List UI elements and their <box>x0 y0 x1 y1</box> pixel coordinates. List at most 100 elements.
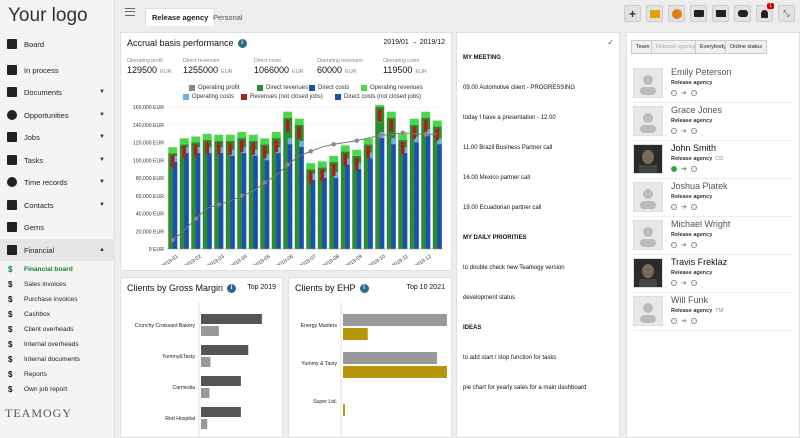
avatar[interactable] <box>633 220 663 250</box>
bar-gross-margin-secondary[interactable] <box>201 419 208 429</box>
info-icon[interactable]: i <box>237 39 247 49</box>
bar-operating-cost[interactable] <box>218 147 224 154</box>
bar-operating-cost[interactable] <box>402 147 408 154</box>
profit-point[interactable] <box>262 180 267 185</box>
bar-operating-revenue[interactable] <box>260 138 270 145</box>
bar-operating-revenue[interactable] <box>214 134 224 141</box>
bar-ehp[interactable] <box>343 314 447 326</box>
sidebar-item-tasks[interactable]: Tasks ▼ <box>0 149 115 171</box>
bar-operating-cost[interactable] <box>172 156 178 163</box>
gross-margin-period[interactable]: Top 2019 <box>247 284 276 291</box>
bar-direct-cost[interactable] <box>391 144 396 249</box>
note-line[interactable]: pie chart for yearly sales for a main da… <box>463 385 587 391</box>
bar-ehp-secondary[interactable] <box>343 366 447 378</box>
legend-item[interactable]: Operating profit <box>189 85 239 91</box>
bar-direct-cost[interactable] <box>218 153 224 249</box>
bar-direct-cost[interactable] <box>333 178 339 249</box>
bar-operating-cost[interactable] <box>230 149 235 156</box>
bar-direct-cost[interactable] <box>241 153 247 249</box>
bar-not-closed[interactable] <box>343 153 348 166</box>
subnav-item-internal-overheads[interactable]: $ Internal overheads <box>0 337 115 352</box>
bar-not-closed[interactable] <box>400 141 405 154</box>
accrual-range[interactable]: 2019/01 → 2019/12 <box>383 39 446 46</box>
bar-not-closed[interactable] <box>251 142 256 155</box>
subnav-item-reports[interactable]: $ Reports <box>0 367 115 382</box>
legend-item[interactable]: Operating revenues <box>361 85 423 91</box>
bar-operating-revenue[interactable] <box>329 156 339 163</box>
bar-direct-cost[interactable] <box>299 146 304 249</box>
info-icon[interactable]: i <box>359 284 369 294</box>
bar-not-closed[interactable] <box>354 157 359 170</box>
sidebar-item-opportunities[interactable]: Opportunities ▼ <box>0 104 115 126</box>
note-line[interactable]: MY DAILY PRIORITIES <box>463 235 527 241</box>
notes-button[interactable] <box>646 5 663 22</box>
video-button[interactable] <box>712 5 729 22</box>
bar-operating-revenue[interactable] <box>352 149 362 156</box>
member-name[interactable]: Joshua Piatek <box>671 181 728 191</box>
subnav-item-own-job-report[interactable]: $ Own job report <box>0 382 115 397</box>
bar-operating-cost[interactable] <box>264 154 270 161</box>
note-line[interactable]: to double check new Teamogy version <box>463 265 565 271</box>
bar-not-closed[interactable] <box>331 164 336 177</box>
notifications-button[interactable]: 1 <box>756 3 774 22</box>
avatar[interactable] <box>633 296 663 326</box>
avatar[interactable] <box>633 144 663 174</box>
subnav-item-sales-invoices[interactable]: $ Sales invoices <box>0 277 115 292</box>
bar-not-closed[interactable] <box>205 141 210 154</box>
note-line[interactable]: development status <box>463 295 516 301</box>
bar-operating-revenue[interactable] <box>225 134 235 141</box>
bar-operating-cost[interactable] <box>276 147 281 154</box>
bar-direct-cost[interactable] <box>368 158 373 249</box>
avatar[interactable] <box>633 182 663 212</box>
member-name[interactable]: Travis Freklaz <box>671 257 728 267</box>
note-line[interactable]: MY MEETING <box>463 55 501 61</box>
member-name[interactable]: John Smith <box>671 143 717 153</box>
team-tab[interactable]: Online status <box>725 40 768 54</box>
avatar[interactable] <box>633 68 663 98</box>
bar-direct-cost[interactable] <box>184 153 189 249</box>
avatar[interactable] <box>633 258 663 288</box>
bar-gross-margin-secondary[interactable] <box>201 326 219 336</box>
bar-direct-cost[interactable] <box>356 169 362 249</box>
add-button[interactable]: + <box>624 5 641 22</box>
profit-point[interactable] <box>377 133 382 138</box>
menu-icon[interactable] <box>125 8 135 16</box>
bar-operating-revenue[interactable] <box>317 161 327 168</box>
sidebar-item-contacts[interactable]: Contacts ▼ <box>0 194 115 216</box>
bar-ehp-secondary[interactable] <box>343 404 345 416</box>
sidebar-item-financial[interactable]: Financial ▲ <box>0 239 115 261</box>
team-member[interactable]: John Smith Release agency CD ➔ <box>633 143 793 180</box>
sidebar-item-in-process[interactable]: In process <box>0 59 115 81</box>
bar-ehp[interactable] <box>343 352 438 364</box>
bar-not-closed[interactable] <box>274 140 279 153</box>
chat-button[interactable] <box>734 5 751 22</box>
bar-operating-revenue[interactable] <box>283 111 293 118</box>
bar-direct-cost[interactable] <box>230 155 235 249</box>
bar-operating-revenue[interactable] <box>202 133 212 140</box>
bar-operating-cost[interactable] <box>345 158 350 165</box>
bar-operating-revenue[interactable] <box>398 133 408 140</box>
bar-gross-margin-secondary[interactable] <box>201 357 211 367</box>
bar-operating-revenue[interactable] <box>237 132 247 139</box>
bar-not-closed[interactable] <box>216 142 221 155</box>
bar-operating-revenue[interactable] <box>432 120 442 127</box>
note-line[interactable]: 16.00 Mexico partner call <box>463 175 531 181</box>
bar-not-closed[interactable] <box>193 144 198 157</box>
bar-operating-revenue[interactable] <box>306 163 316 170</box>
bar-operating-revenue[interactable] <box>421 111 431 118</box>
bar-direct-cost[interactable] <box>425 135 431 249</box>
bar-operating-revenue[interactable] <box>386 111 396 118</box>
bar-operating-cost[interactable] <box>241 147 247 154</box>
bar-gross-margin[interactable] <box>201 376 241 386</box>
subnav-item-cashbox[interactable]: $ Cashbox <box>0 307 115 322</box>
bar-not-closed[interactable] <box>412 126 417 139</box>
bar-direct-cost[interactable] <box>264 160 270 249</box>
member-name[interactable]: Grace Jones <box>671 105 723 115</box>
ehp-period[interactable]: Top 10 2021 <box>406 284 445 291</box>
bar-operating-cost[interactable] <box>322 172 327 178</box>
tab-release-agency[interactable]: Release agency <box>145 8 216 26</box>
bar-direct-cost[interactable] <box>414 142 419 250</box>
sidebar-item-documents[interactable]: Documents ▼ <box>0 81 115 103</box>
bar-gross-margin[interactable] <box>201 314 262 324</box>
note-line[interactable]: 19.00 Ecuadorian partner call <box>463 205 542 211</box>
